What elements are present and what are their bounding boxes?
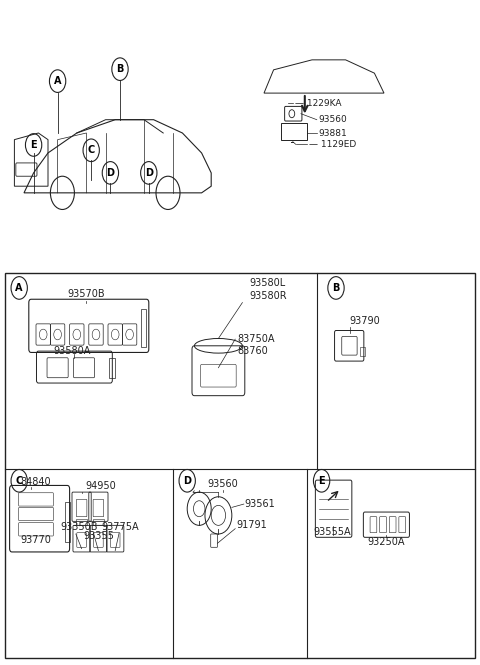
Text: A: A	[54, 76, 61, 86]
Text: 93790: 93790	[349, 316, 380, 326]
Text: 93770: 93770	[21, 535, 51, 545]
Text: 93560: 93560	[318, 115, 347, 124]
Text: 93881: 93881	[318, 128, 347, 138]
Text: 93560: 93560	[208, 479, 239, 489]
Text: 93355: 93355	[83, 531, 114, 541]
Text: 93250A: 93250A	[368, 537, 405, 547]
Text: B: B	[332, 283, 340, 293]
Text: D: D	[107, 168, 114, 178]
Text: — 1129ED: — 1129ED	[309, 140, 356, 149]
Text: 93775A: 93775A	[101, 522, 139, 532]
Text: 93561: 93561	[245, 499, 276, 509]
Text: 91791: 91791	[237, 520, 267, 531]
Text: 84840: 84840	[21, 477, 51, 487]
Text: D: D	[145, 168, 153, 178]
Text: C: C	[87, 145, 95, 156]
Text: A: A	[15, 283, 23, 293]
Text: B: B	[116, 64, 124, 74]
Text: E: E	[30, 140, 37, 150]
Text: 83750A
83760: 83750A 83760	[238, 334, 275, 356]
Text: 94950: 94950	[85, 481, 116, 491]
Text: 93350B: 93350B	[60, 522, 98, 532]
Text: — 1229KA: — 1229KA	[295, 98, 342, 108]
Text: 93580A: 93580A	[53, 346, 91, 356]
Text: 93570B: 93570B	[68, 289, 105, 299]
Text: 93555A: 93555A	[314, 527, 351, 537]
Text: C: C	[15, 475, 23, 486]
Text: 93580L
93580R: 93580L 93580R	[250, 278, 287, 301]
Text: D: D	[183, 475, 191, 486]
Text: E: E	[318, 475, 325, 486]
